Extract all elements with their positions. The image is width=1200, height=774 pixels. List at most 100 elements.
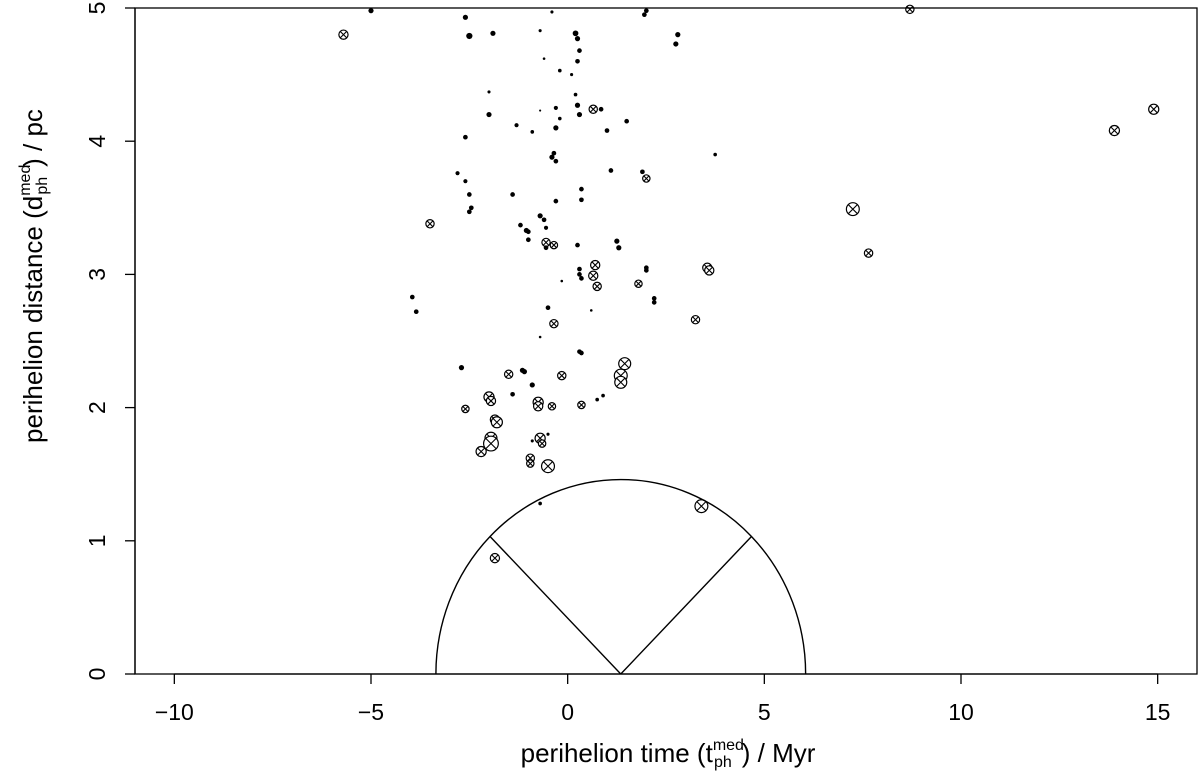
point-dot	[577, 266, 582, 272]
semicircle-arc	[435, 479, 807, 675]
point-dot	[574, 102, 581, 108]
point-dot	[642, 12, 647, 17]
point-crossed-circle	[592, 281, 602, 292]
point-dot	[514, 123, 519, 128]
point-crossed-circle	[461, 404, 470, 414]
point-crossed-circle	[905, 4, 915, 15]
point-dot	[579, 197, 584, 203]
semicircle-overlay	[435, 479, 807, 675]
y-tick-label: 5	[84, 2, 110, 15]
point-crossed-circle	[475, 445, 487, 458]
point-dot	[576, 111, 583, 118]
point-dot	[466, 192, 472, 197]
point-dot	[487, 90, 491, 94]
point-dot	[510, 192, 515, 197]
point-dot	[640, 169, 645, 175]
point-crossed-circle	[642, 174, 651, 183]
point-crossed-circle	[1148, 103, 1160, 115]
point-dot	[543, 245, 549, 251]
x-tick-label: 5	[758, 699, 771, 725]
point-dot	[616, 245, 622, 251]
point-crossed-circle	[863, 248, 874, 258]
point-dot	[525, 237, 531, 243]
x-tick-label: 10	[948, 699, 974, 725]
point-dot	[413, 309, 419, 315]
point-dot	[486, 111, 492, 118]
point-dot	[589, 309, 593, 312]
point-crossed-circle	[549, 240, 559, 250]
point-crossed-circle	[588, 104, 598, 114]
point-crossed-circle	[532, 401, 544, 412]
point-dot	[543, 225, 549, 230]
point-dot	[549, 154, 555, 160]
point-dot	[542, 57, 546, 60]
point-dot	[521, 369, 528, 375]
point-dot	[651, 296, 657, 301]
x-axis-label-suffix: ) / Myr	[742, 738, 816, 768]
point-dot	[604, 128, 610, 133]
point-dot	[713, 152, 717, 157]
point-crossed-circle	[483, 435, 499, 452]
point-dot	[553, 158, 559, 164]
point-dot	[455, 171, 460, 176]
plot-frame	[134, 7, 1198, 675]
point-dot	[525, 229, 531, 235]
x-axis-label-sub: ph	[714, 754, 732, 771]
point-dot	[673, 41, 679, 47]
x-tick-label: 0	[561, 699, 574, 725]
point-dot	[538, 501, 542, 506]
point-crossed-circle	[704, 265, 715, 276]
point-dot	[550, 10, 554, 14]
point-crossed-circle	[618, 357, 632, 371]
point-dot	[624, 118, 630, 124]
x-axis: −10 −5 0 5 10 15	[155, 673, 1171, 725]
point-crossed-circle	[590, 259, 601, 271]
point-dot	[510, 391, 515, 397]
point-dot	[560, 279, 564, 283]
point-dot	[530, 439, 534, 443]
point-dot	[538, 335, 542, 339]
point-crossed-circle	[1108, 124, 1121, 137]
point-dot	[573, 92, 578, 97]
point-crossed-circle	[485, 395, 497, 407]
point-crossed-circle	[634, 279, 643, 289]
y-axis-label-sup: med	[17, 165, 34, 196]
point-dot	[537, 213, 543, 219]
point-crossed-circle	[557, 370, 567, 381]
y-axis-label-suffix: ) / pc	[18, 109, 48, 167]
x-tick-label: −5	[358, 699, 384, 725]
point-dot	[541, 217, 547, 223]
point-dot	[614, 238, 620, 244]
point-dot	[529, 382, 535, 388]
point-dot	[546, 432, 550, 436]
point-dot	[579, 350, 584, 356]
point-crossed-circle	[489, 552, 501, 564]
point-dot	[368, 8, 374, 14]
point-dot	[601, 393, 605, 398]
point-dot	[574, 36, 581, 42]
x-tick-label: 15	[1145, 699, 1171, 725]
point-dot	[466, 32, 473, 40]
point-dot	[466, 209, 472, 215]
y-tick-label: 1	[84, 534, 110, 547]
plot-marks	[338, 4, 1160, 564]
point-dot	[675, 32, 681, 38]
point-dot	[598, 106, 604, 112]
point-dot	[530, 130, 535, 134]
point-crossed-circle	[577, 400, 586, 410]
point-dot	[458, 365, 465, 371]
point-crossed-circle	[690, 314, 701, 325]
point-crossed-circle	[694, 499, 709, 514]
point-dot	[577, 48, 582, 53]
y-tick-label: 2	[84, 401, 110, 414]
semicircle-radius-line	[489, 536, 622, 675]
point-dot	[462, 14, 468, 20]
point-dot	[553, 105, 558, 110]
point-dot	[575, 58, 580, 64]
point-dot	[551, 150, 557, 156]
point-crossed-circle	[549, 318, 559, 329]
point-dot	[579, 186, 584, 192]
y-axis-label: perihelion distance (dmedph) / pc	[17, 109, 51, 443]
point-crossed-circle	[503, 369, 514, 380]
